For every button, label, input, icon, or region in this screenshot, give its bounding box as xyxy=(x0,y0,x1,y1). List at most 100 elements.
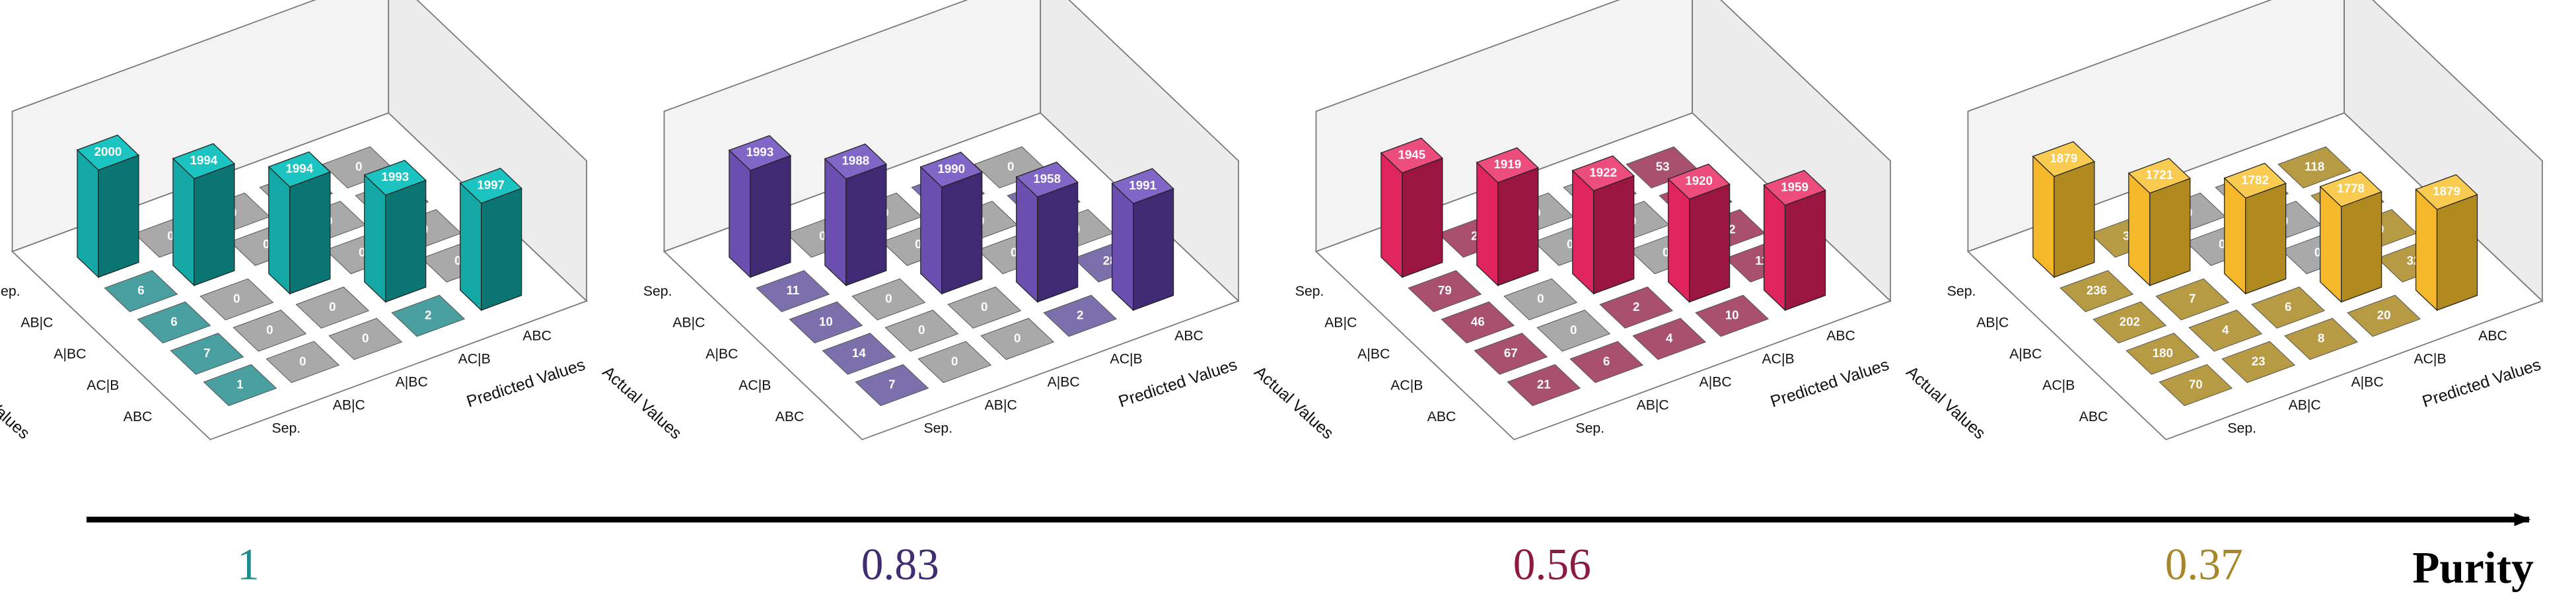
tile xyxy=(917,341,992,384)
tile xyxy=(104,270,178,312)
actual-tick-label: A|BC xyxy=(54,347,86,362)
bar-side xyxy=(1402,157,1443,278)
bar-side xyxy=(2149,178,2191,286)
actual-tick-label: Sep. xyxy=(0,284,20,299)
tile xyxy=(1408,270,1482,312)
panel: 2005379002460032670211216410194519191922… xyxy=(1251,0,1892,443)
tile-label: 0 xyxy=(359,245,365,259)
bar-label: 1993 xyxy=(381,170,409,184)
bar-face xyxy=(460,182,482,312)
tile xyxy=(2251,286,2326,329)
bar-face xyxy=(729,149,751,279)
bar-top xyxy=(1380,137,1444,174)
tile-label: 0 xyxy=(1011,245,1017,259)
bar-top xyxy=(2032,141,2095,178)
bar-top xyxy=(1015,161,1079,198)
predicted-tick-label: ABC xyxy=(1174,329,1203,344)
actual-tick-label: AC|B xyxy=(738,378,771,393)
predicted-tick-label: A|BC xyxy=(1048,375,1080,390)
purity-label: 0.56 xyxy=(1513,540,1591,589)
bar-label: 1721 xyxy=(2145,168,2173,182)
bar-face xyxy=(1476,161,1499,286)
bar-side xyxy=(289,171,331,294)
tile-label: 23 xyxy=(2252,354,2266,368)
tile xyxy=(2284,318,2359,360)
bar-side xyxy=(2054,160,2095,278)
actual-tick-label: AB|C xyxy=(20,316,53,331)
tile-label: 6 xyxy=(1603,354,1610,368)
tile xyxy=(1507,364,1581,407)
tile xyxy=(199,278,274,321)
bar-face xyxy=(1668,178,1690,303)
tile xyxy=(137,301,211,344)
predicted-tick-label: Sep. xyxy=(272,421,301,436)
tile-label: 0 xyxy=(1007,160,1014,174)
tile-label: 0 xyxy=(233,291,240,305)
actual-tick-label: ABC xyxy=(124,409,153,424)
bar-label: 2000 xyxy=(94,145,122,158)
tile-label: 2 xyxy=(1077,308,1083,321)
tile-label: 0 xyxy=(263,237,269,251)
tile-label: 1 xyxy=(236,377,243,391)
bar-top xyxy=(1667,163,1731,200)
actual-tick-label: AB|C xyxy=(672,316,705,331)
predicted-tick-label: A|BC xyxy=(2351,375,2384,390)
tile-label: 180 xyxy=(2153,346,2173,360)
bar-label: 1991 xyxy=(1129,178,1157,192)
tile-label: 7 xyxy=(203,346,210,360)
bar-top xyxy=(728,135,792,171)
tile xyxy=(1043,294,1118,337)
tile-label: 118 xyxy=(2305,160,2324,174)
bar-label: 1782 xyxy=(2241,173,2269,187)
tile xyxy=(1536,310,1611,352)
bar-face xyxy=(1763,184,1786,312)
tile-label: 53 xyxy=(1656,160,1670,174)
bar-side xyxy=(750,154,791,278)
bar-top xyxy=(2128,158,2191,194)
tile-label: 79 xyxy=(1438,283,1452,297)
tile-label: 10 xyxy=(1725,308,1739,321)
tile-label: 0 xyxy=(1014,331,1020,345)
bar-label: 1879 xyxy=(2433,184,2460,198)
tile-label: 67 xyxy=(1504,346,1518,360)
bar-side xyxy=(2341,191,2382,303)
tile-label: 2 xyxy=(425,308,431,321)
bar-face xyxy=(268,166,291,295)
tile-label: 14 xyxy=(852,346,866,360)
predicted-tick-label: AB|C xyxy=(985,398,1017,413)
bar-face xyxy=(1016,176,1038,303)
bar-label: 1994 xyxy=(190,153,218,167)
predicted-tick-label: Sep. xyxy=(2227,421,2256,436)
tile xyxy=(1503,278,1578,321)
tile-label: 7 xyxy=(888,377,895,391)
bar-face xyxy=(364,174,386,303)
tile xyxy=(2159,364,2233,407)
tile xyxy=(328,318,403,360)
actual-tick-label: Sep. xyxy=(1947,284,1976,299)
bar-label: 1945 xyxy=(1398,148,1426,162)
bar-label: 1994 xyxy=(285,162,313,176)
tile xyxy=(1474,333,1548,375)
actual-tick-label: A|BC xyxy=(1357,347,1390,362)
tile-label: 0 xyxy=(885,291,892,305)
tile-label: 0 xyxy=(355,160,362,174)
tile xyxy=(233,310,307,352)
bar-label: 1922 xyxy=(1589,165,1617,179)
tile-label: 46 xyxy=(1471,314,1485,328)
bar-side xyxy=(2245,182,2287,294)
bar-side xyxy=(481,187,522,311)
tile-label: 0 xyxy=(915,237,921,251)
actual-tick-label: ABC xyxy=(775,409,805,424)
tile-label: 0 xyxy=(981,300,987,314)
actual-tick-label: AC|B xyxy=(87,378,119,393)
bar-top xyxy=(172,143,236,180)
tile xyxy=(822,333,896,375)
bar-label: 1997 xyxy=(477,178,505,191)
tile-label: 0 xyxy=(2314,245,2321,259)
tile xyxy=(756,270,830,312)
bar-label: 1920 xyxy=(1685,174,1713,187)
tile xyxy=(1599,286,1674,329)
purity-label: 0.83 xyxy=(861,540,939,589)
bar-side xyxy=(385,180,427,303)
